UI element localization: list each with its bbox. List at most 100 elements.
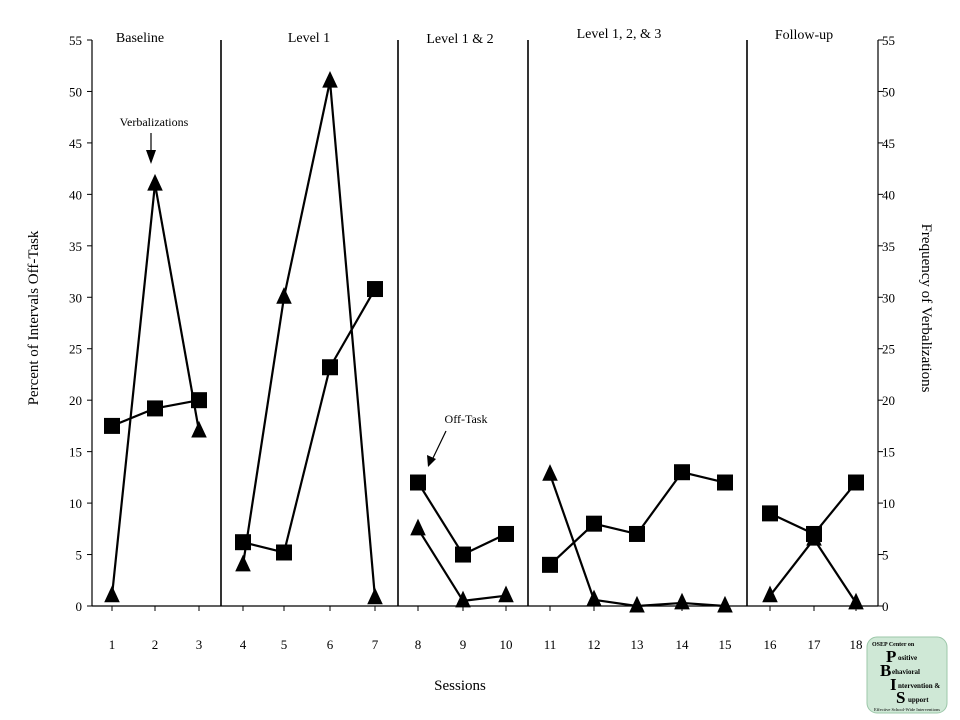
logo-letter-s: S <box>896 688 905 707</box>
off-task-point <box>629 525 645 542</box>
verbalizations-line-segment <box>241 297 286 566</box>
right-y-tick-label: 55 <box>882 33 895 48</box>
verbalizations-line-segment <box>636 601 683 608</box>
off-task-line-segment <box>813 481 857 535</box>
x-tick-label: 3 <box>196 637 203 652</box>
phase-label: Level 1 & 2 <box>426 32 493 47</box>
x-tick-label: 12 <box>588 637 601 652</box>
x-tick-label: 7 <box>372 637 379 652</box>
verbalizations-point <box>276 287 292 304</box>
off-task-point <box>717 474 733 491</box>
verbalizations-point <box>717 595 733 613</box>
off-task-point <box>542 556 558 573</box>
off-task-point <box>762 505 778 522</box>
right-y-tick-label: 30 <box>882 290 895 305</box>
y-axis-title-left: Percent of Intervals Off-Task <box>26 230 42 405</box>
right-y-tick-label: 40 <box>882 187 895 202</box>
x-tick-label: 18 <box>850 637 863 652</box>
series-markers <box>104 70 864 613</box>
right-y-tick-label: 50 <box>882 84 895 99</box>
x-tick-label: 15 <box>719 637 732 652</box>
annotation-verbalizations: Verbalizations <box>120 115 189 129</box>
left-y-tick-label: 20 <box>69 393 82 408</box>
x-tick-label: 13 <box>631 637 644 652</box>
verbalizations-line-segment <box>417 528 464 602</box>
logo-letter-b: B <box>880 661 891 680</box>
verbalizations-line-segment <box>328 81 377 598</box>
left-y-tick-label: 10 <box>69 496 82 511</box>
verbalizations-point <box>410 518 426 536</box>
verbalizations-point <box>542 464 558 481</box>
phase-change-lines <box>220 40 748 606</box>
x-tick-label: 9 <box>460 637 467 652</box>
x-tick-label: 6 <box>327 637 334 652</box>
off-task-point <box>410 474 426 491</box>
verbalizations-line-segment <box>813 538 857 604</box>
left-y-tick-label: 35 <box>69 239 82 254</box>
off-task-line-segment <box>636 471 683 535</box>
off-task-line-segment <box>282 366 332 553</box>
right-y-tick-label: 0 <box>882 599 889 614</box>
verbalizations-line-segment <box>462 594 507 602</box>
y-axis-title-right: Frequency of Verbalizations <box>918 224 934 393</box>
logo-background <box>866 636 948 714</box>
annotation-off-task-arrow-shaft <box>432 430 447 459</box>
logo-letter-p: P <box>886 647 896 666</box>
verbalizations-point <box>191 420 207 438</box>
verbalizations-point <box>674 592 690 610</box>
x-tick-label: 10 <box>500 637 513 652</box>
left-y-tick-label: 15 <box>69 445 82 460</box>
right-y-tick-label: 20 <box>882 393 895 408</box>
annotation-off-task-arrow-head <box>427 455 436 467</box>
left-y-ticks: 0 5 10 15 20 25 30 35 40 45 50 55 <box>69 33 92 614</box>
right-y-tick-label: 15 <box>882 445 895 460</box>
annotations: Verbalizations Off-Task <box>120 115 487 467</box>
x-tick-label: 2 <box>152 637 159 652</box>
off-task-point <box>191 392 207 409</box>
verbalizations-point <box>455 590 471 608</box>
verbalizations-line-segment <box>681 601 726 608</box>
x-tick-label: 4 <box>240 637 247 652</box>
x-tick-label: 14 <box>676 637 690 652</box>
left-y-tick-label: 0 <box>76 599 83 614</box>
series-lines <box>110 80 857 608</box>
phase-label: Follow-up <box>775 28 833 43</box>
verbalizations-line-segment <box>769 538 815 597</box>
verbalizations-point <box>498 585 514 603</box>
x-ticks: 1 2 3 4 5 6 7 8 9 10 11 12 13 14 15 16 17 18 <box>109 606 863 652</box>
x-tick-label: 11 <box>544 637 557 652</box>
right-y-tick-label: 35 <box>882 239 895 254</box>
verbalizations-line-segment <box>282 80 332 298</box>
off-task-point <box>322 359 338 376</box>
x-tick-label: 1 <box>109 637 116 652</box>
logo-letter-i: I <box>890 675 897 694</box>
verbalizations-point <box>147 173 163 191</box>
x-tick-label: 17 <box>808 637 822 652</box>
verbalizations-point <box>762 585 778 603</box>
logo-line1: OSEP Center on <box>872 642 915 648</box>
verbalizations-line-segment <box>153 183 201 432</box>
off-task-point <box>848 474 864 491</box>
verbalizations-point <box>586 589 602 607</box>
off-task-line-segment <box>417 481 464 556</box>
phase-label: Baseline <box>116 31 164 46</box>
phase-label: Level 1, 2, & 3 <box>577 27 662 42</box>
phase-label: Level 1 <box>288 31 330 46</box>
verbalizations-point <box>235 554 251 572</box>
verbalizations-line-segment <box>548 473 596 601</box>
left-y-tick-label: 30 <box>69 290 82 305</box>
annotation-verbalizations-arrow-head <box>146 150 156 164</box>
x-tick-label: 8 <box>415 637 422 652</box>
pbis-logo: OSEP Center on P ositive B ehavioral I n… <box>866 636 948 714</box>
logo-tagline: Effective School-Wide Interventions <box>874 707 940 712</box>
logo-word-p: ositive <box>898 654 917 662</box>
off-task-point <box>498 525 514 542</box>
plot-area <box>91 40 879 607</box>
right-y-tick-label: 45 <box>882 136 895 151</box>
left-y-tick-label: 45 <box>69 136 82 151</box>
right-y-tick-label: 25 <box>882 342 895 357</box>
logo-word-s: upport <box>908 696 929 704</box>
verbalizations-line-segment <box>593 598 638 608</box>
logo-word-i: ntervention & <box>898 682 940 690</box>
